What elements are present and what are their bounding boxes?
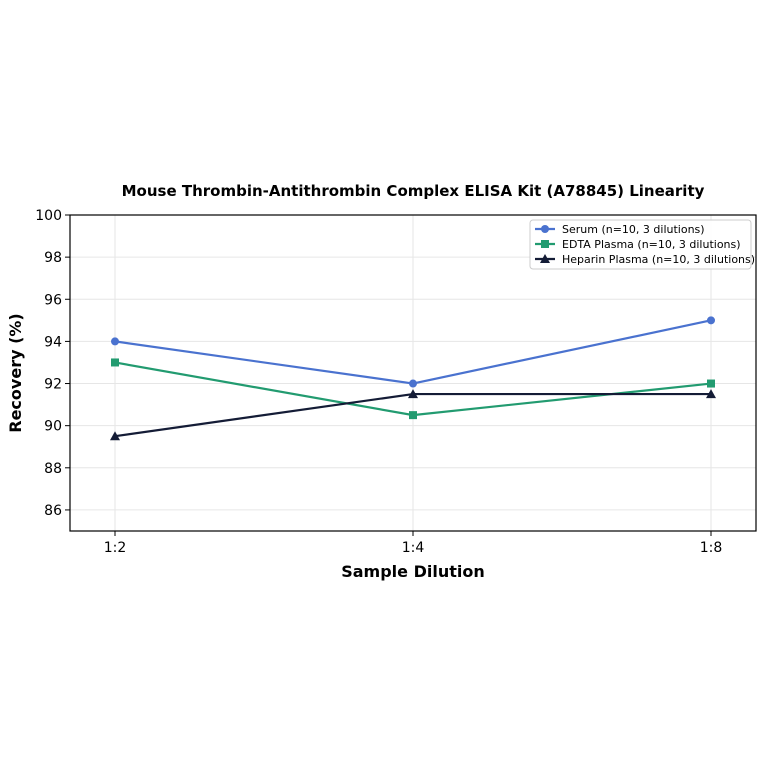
y-tick-label: 100 (35, 208, 62, 224)
data-point (706, 389, 716, 399)
legend-label: EDTA Plasma (n=10, 3 dilutions) (562, 238, 741, 251)
axis-ticks: 86 88 90 92 94 96 98 100 1:2 1:4 1:8 (35, 208, 722, 556)
x-axis-label: Sample Dilution (341, 562, 485, 581)
data-point (707, 316, 715, 325)
y-tick-label: 98 (44, 250, 62, 266)
data-point (409, 379, 417, 388)
data-point (409, 411, 417, 420)
y-tick-label: 92 (44, 377, 62, 393)
data-point (707, 379, 715, 388)
y-tick-label: 88 (44, 461, 62, 477)
series-2 (110, 389, 716, 441)
x-tick-label: 1:4 (402, 540, 425, 556)
y-tick-label: 96 (44, 292, 62, 308)
legend-box (529, 219, 752, 270)
series-0 (111, 316, 715, 388)
x-tick-label: 1:8 (700, 540, 723, 556)
y-axis-label: Recovery (%) (6, 313, 25, 432)
legend-marker (540, 254, 550, 263)
x-tick-label: 1:2 (104, 540, 127, 556)
y-tick-label: 86 (44, 503, 62, 519)
legend-label: Serum (n=10, 3 dilutions) (562, 223, 705, 236)
legend-marker (541, 225, 549, 233)
data-point (408, 389, 418, 399)
y-tick-label: 90 (44, 419, 62, 435)
data-point (111, 337, 119, 346)
legend-item: Heparin Plasma (n=10, 3 dilutions) (535, 253, 755, 266)
legend-label: Heparin Plasma (n=10, 3 dilutions) (562, 253, 755, 266)
legend-marker (541, 240, 549, 248)
legend: Serum (n=10, 3 dilutions) EDTA Plasma (n=… (529, 219, 755, 270)
y-tick-label: 94 (44, 334, 62, 350)
legend-item: EDTA Plasma (n=10, 3 dilutions) (535, 238, 741, 251)
data-point (111, 358, 119, 367)
chart-title: Mouse Thrombin-Antithrombin Complex ELIS… (122, 182, 705, 200)
series-layer (110, 316, 716, 441)
legend-item: Serum (n=10, 3 dilutions) (535, 223, 705, 236)
data-point (110, 431, 120, 441)
